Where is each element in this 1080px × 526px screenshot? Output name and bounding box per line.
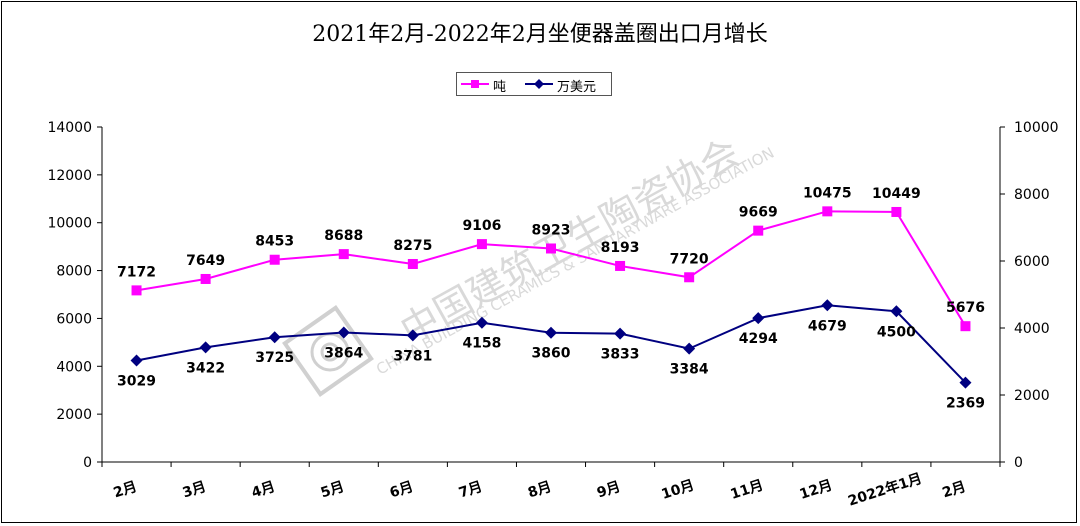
point-1-9 [752, 312, 765, 325]
point-0-4 [407, 258, 418, 269]
left-tick-label: 2000 [56, 407, 92, 423]
data-label-1-4: 3781 [393, 348, 432, 364]
series-line-1 [136, 304, 967, 384]
data-labels: 7172 7649 8453 8688 8275 9106 8923 8193 7720 9669… [117, 185, 985, 411]
point-1-7 [614, 327, 627, 340]
point-0-5 [476, 239, 487, 250]
data-label-1-1: 3422 [186, 360, 225, 376]
x-axis-ticks: 2月 3月 4月 5月 6月 7月 8月 9月 10月 11月 12月 2022年1月 2月 [101, 462, 1001, 510]
data-label-0-0: 7172 [117, 264, 156, 280]
watermark-text-en: CHINA BUILDING CERAMICS & SANITARYWARE A… [373, 144, 777, 379]
data-label-1-0: 3029 [117, 374, 156, 390]
left-tick-label: 8000 [56, 264, 92, 280]
point-0-2 [269, 254, 280, 265]
legend-line-icon-usd [525, 79, 553, 89]
legend-item-usd: 万美元 [525, 76, 611, 95]
point-0-7 [615, 260, 626, 271]
data-label-1-10: 4679 [808, 318, 847, 334]
data-label-0-6: 8923 [532, 222, 571, 238]
data-label-0-10: 10475 [803, 185, 852, 201]
point-0-9 [753, 225, 764, 236]
point-1-10 [821, 299, 834, 312]
point-1-3 [337, 326, 350, 339]
data-label-1-8: 3384 [670, 362, 709, 378]
left-tick-label: 14000 [47, 120, 92, 136]
data-label-1-9: 4294 [739, 331, 778, 347]
right-tick-label: 8000 [1014, 187, 1050, 203]
left-tick-label: 12000 [47, 168, 92, 184]
legend-line-icon-tons [461, 80, 489, 88]
right-tick-label: 0 [1014, 455, 1023, 471]
point-0-8 [684, 272, 695, 283]
point-1-8 [683, 342, 696, 355]
x-tick-label: 10月 [660, 477, 697, 503]
point-1-4 [406, 329, 419, 342]
data-label-0-1: 7649 [186, 253, 225, 269]
right-tick-label: 6000 [1014, 254, 1050, 270]
x-tick-label: 5月 [319, 479, 347, 502]
x-tick-label: 7月 [457, 479, 485, 502]
point-0-3 [338, 249, 349, 260]
x-tick-label: 9月 [595, 479, 623, 502]
data-label-0-2: 8453 [255, 234, 294, 250]
x-tick-label: 2月 [112, 479, 140, 502]
legend-label-usd: 万美元 [557, 80, 597, 95]
left-tick-label: 0 [83, 455, 92, 471]
point-1-12 [959, 376, 972, 389]
legend-item-tons: 吨 [461, 76, 531, 95]
point-1-2 [268, 331, 281, 344]
x-tick-label: 2月 [940, 479, 968, 502]
data-label-1-3: 3864 [324, 346, 363, 362]
point-1-5 [475, 316, 488, 329]
point-0-6 [546, 243, 556, 254]
x-tick-label: 4月 [250, 479, 278, 502]
data-label-0-4: 8275 [393, 238, 432, 254]
legend: 吨 万美元 [456, 72, 612, 96]
data-label-0-5: 9106 [462, 218, 501, 234]
left-tick-label: 4000 [56, 359, 92, 375]
data-label-0-12: 5676 [946, 300, 985, 316]
point-1-0 [130, 354, 143, 367]
right-axis-ticks: 0 2000 4000 6000 8000 10000 [1000, 120, 1059, 471]
point-0-12 [960, 321, 971, 332]
x-tick-label: 11月 [729, 477, 766, 503]
point-0-0 [131, 285, 142, 296]
right-tick-label: 2000 [1014, 388, 1050, 404]
right-tick-label: 10000 [1014, 120, 1059, 136]
chart-title: 2021年2月-2022年2月坐便器盖圈出口月增长 [312, 22, 768, 47]
legend-label-tons: 吨 [493, 80, 507, 95]
data-label-1-12: 2369 [946, 396, 985, 412]
x-tick-label: 8月 [526, 479, 554, 502]
data-label-1-11: 4500 [877, 324, 916, 340]
point-1-11 [890, 305, 903, 318]
point-1-1 [199, 341, 212, 354]
data-label-0-9: 9669 [739, 205, 778, 221]
data-label-0-7: 8193 [601, 240, 640, 256]
x-tick-label: 2022年1月 [846, 470, 924, 510]
point-0-11 [891, 206, 902, 217]
x-tick-label: 12月 [798, 477, 835, 503]
left-tick-label: 10000 [47, 216, 92, 232]
data-label-0-8: 7720 [670, 251, 709, 267]
right-tick-label: 4000 [1014, 321, 1050, 337]
watermark-text-cn: 中国建筑卫生陶瓷协会 [393, 130, 747, 353]
data-label-0-11: 10449 [872, 186, 921, 202]
series-markers [130, 206, 972, 389]
left-tick-label: 6000 [56, 311, 92, 327]
data-label-0-3: 8688 [324, 228, 363, 244]
left-axis-ticks: 0 2000 4000 6000 8000 10000 12000 14000 [47, 120, 102, 471]
point-0-1 [200, 273, 211, 284]
x-tick-label: 3月 [181, 479, 209, 502]
data-label-1-6: 3860 [532, 346, 571, 362]
data-label-1-7: 3833 [601, 347, 640, 363]
data-label-1-2: 3725 [255, 350, 294, 366]
point-0-10 [822, 206, 833, 217]
x-tick-label: 6月 [388, 479, 416, 502]
point-1-6 [545, 326, 557, 339]
data-label-1-5: 4158 [462, 336, 501, 352]
